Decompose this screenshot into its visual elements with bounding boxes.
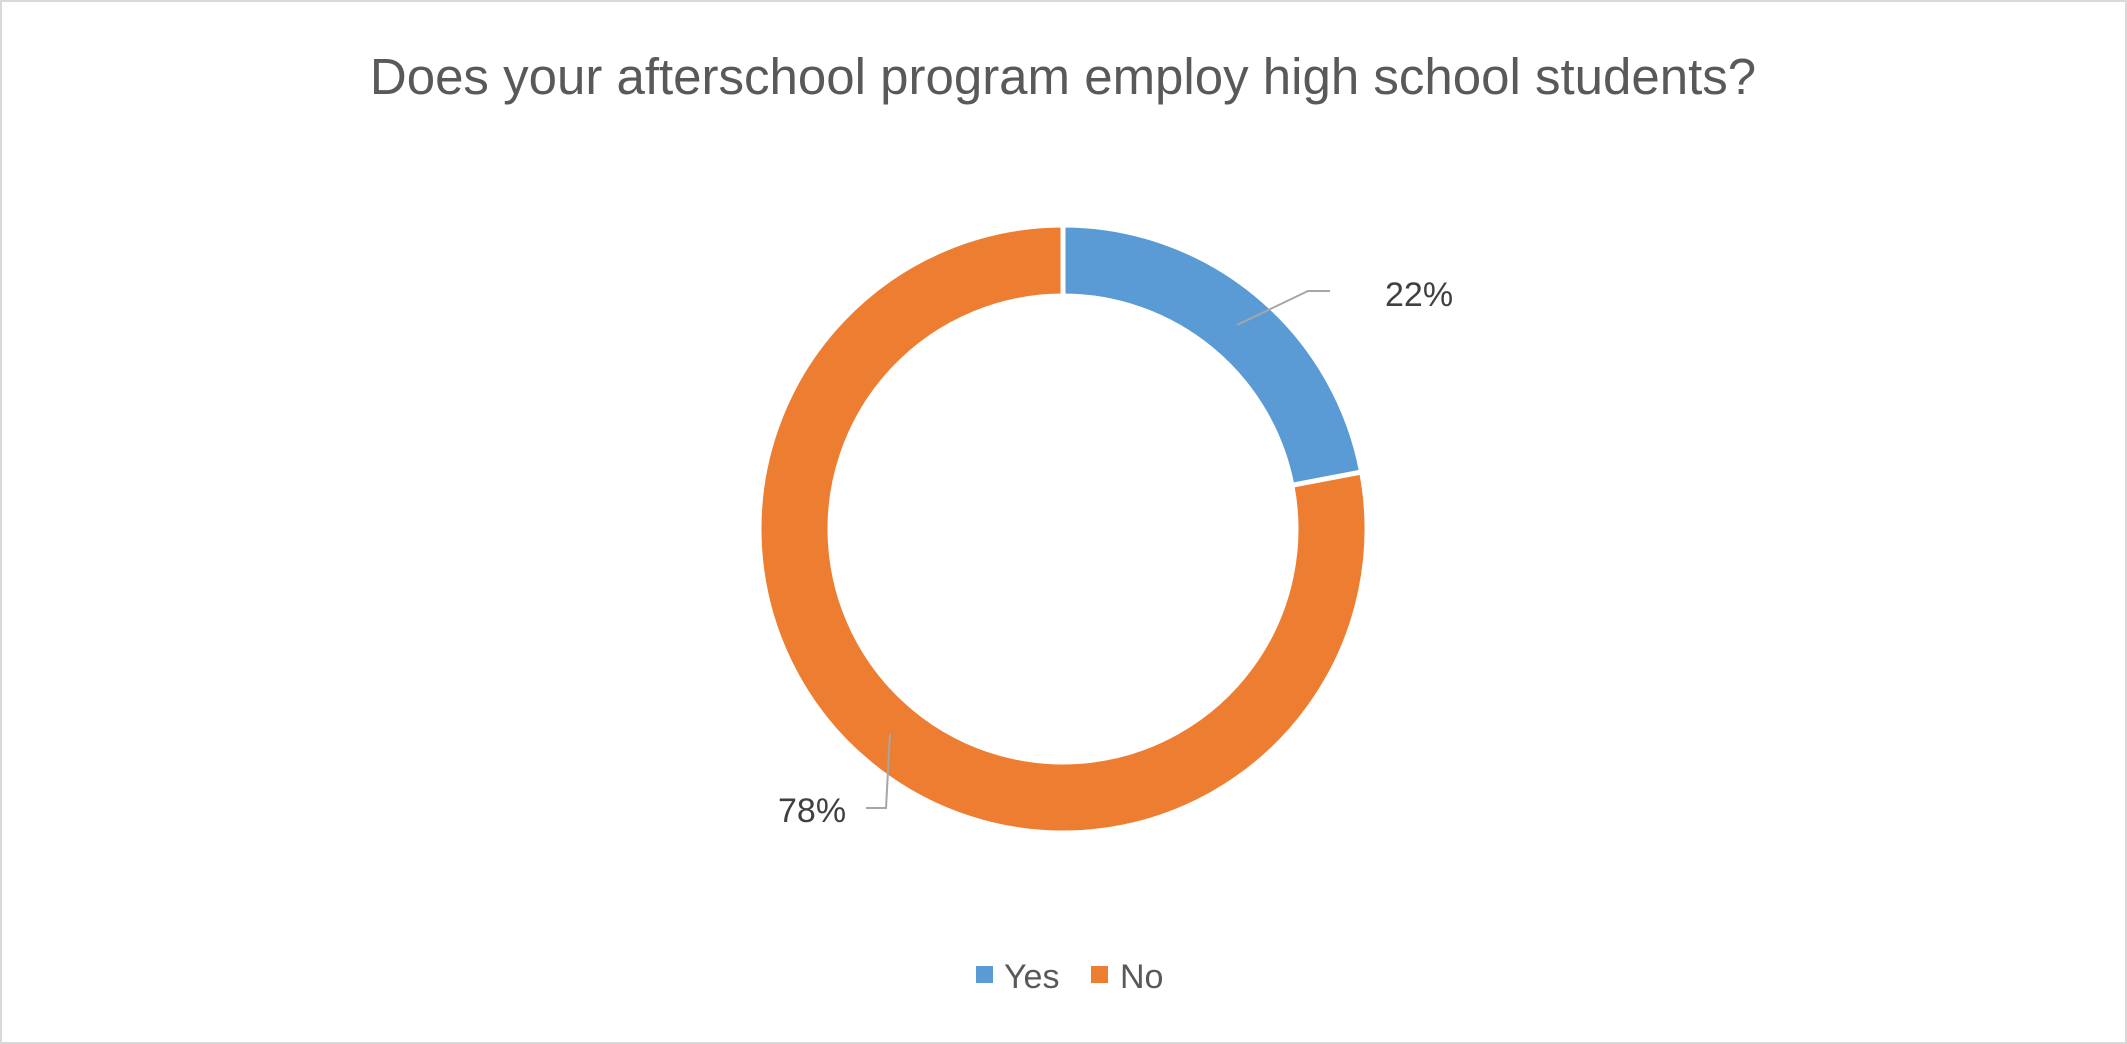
legend-label-no: No (1120, 958, 1163, 996)
chart-title: Does your afterschool program employ hig… (370, 48, 1756, 105)
leader-line-yes (1236, 290, 1330, 326)
data-label-yes: 22% (1385, 276, 1453, 314)
data-label-no: 78% (778, 792, 846, 830)
slice-no (756, 222, 1370, 836)
legend-swatch-yes (976, 966, 993, 983)
legend-label-yes: Yes (1004, 958, 1059, 996)
legend-swatch-no (1091, 966, 1108, 983)
legend: Yes No (976, 958, 1163, 996)
doughnut-slices (756, 222, 1370, 836)
leader-line-no (866, 733, 891, 809)
slice-yes (1060, 222, 1365, 489)
leader-lines (866, 290, 1330, 809)
